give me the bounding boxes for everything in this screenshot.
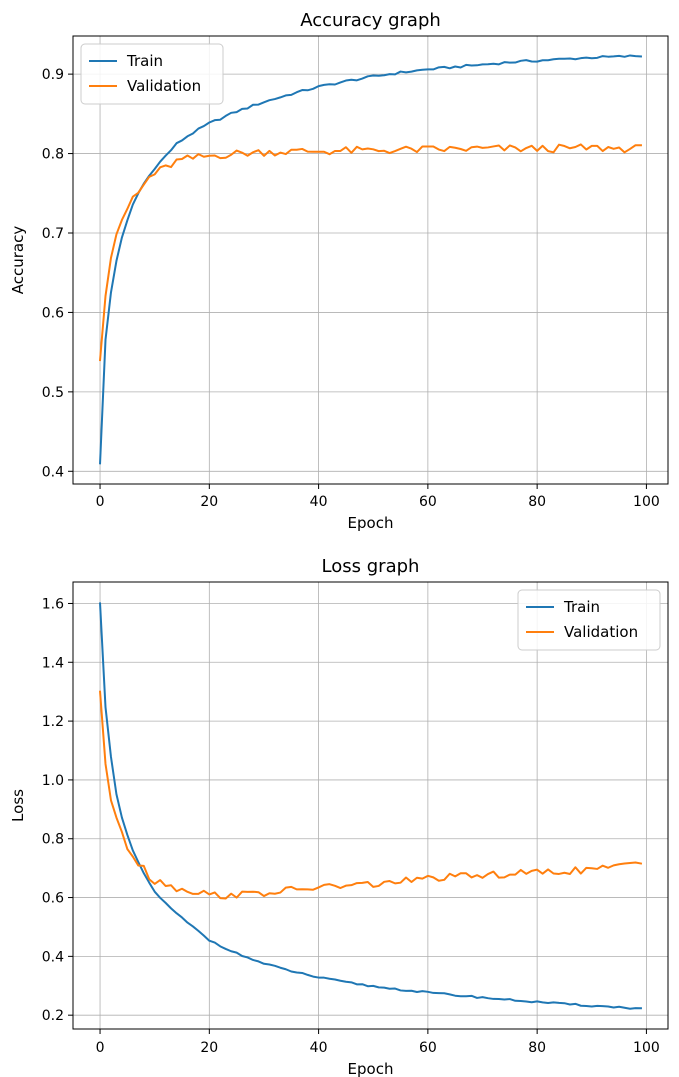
legend-label-train: Train: [563, 598, 600, 616]
x-tick-label: 80: [528, 1040, 546, 1056]
y-axis-label: Loss: [9, 789, 27, 822]
y-tick-label: 0.8: [42, 147, 64, 163]
y-tick-label: 0.7: [42, 226, 64, 242]
x-axis-label: Epoch: [348, 1060, 394, 1077]
series-line-train: [99, 54, 642, 465]
chart-title: Loss graph: [322, 556, 420, 577]
y-tick-label: 0.2: [42, 1008, 64, 1024]
plot-frame: [72, 35, 669, 485]
x-tick-label: 0: [96, 1040, 105, 1056]
grid-lines: [73, 582, 668, 1029]
y-tick-label: 1.6: [42, 596, 64, 612]
x-tick-label: 60: [419, 494, 437, 510]
y-tick-label: 0.9: [42, 67, 64, 83]
y-tick-label: 0.4: [42, 949, 64, 965]
x-tick-label: 40: [310, 494, 328, 510]
y-tick-label: 0.5: [42, 385, 64, 401]
accuracy-graph-panel: 0 20 40 60 80 100 0.4 0.5 0.6 0.7 0.8 0.9 Accuracy g…: [9, 10, 669, 532]
y-axis-label: Accuracy: [9, 226, 27, 295]
y-tick-label: 1.2: [42, 714, 64, 730]
legend-label-validation: Validation: [564, 623, 638, 641]
loss-graph-panel: 0 20 40 60 80 100 0.2 0.4 0.6 0.8 1.0 1.2 1.4 1.6 Loss…: [9, 556, 669, 1077]
series-line-validation: [98, 690, 643, 900]
legend-label-validation: Validation: [127, 77, 201, 95]
legend-box: [80, 43, 224, 105]
y-tick-label: 1.0: [42, 773, 64, 789]
y-tick-label: 0.8: [42, 832, 64, 848]
series-line-train: [98, 602, 642, 1010]
legend-label-train: Train: [126, 52, 163, 70]
y-tick-label: 0.6: [42, 891, 64, 907]
x-tick-label: 100: [633, 1040, 660, 1056]
x-tick-label: 100: [633, 494, 660, 510]
x-tick-label: 40: [310, 1040, 328, 1056]
chart-title: Accuracy graph: [300, 10, 441, 31]
x-tick-label: 20: [200, 1040, 218, 1056]
x-tick-label: 0: [96, 494, 105, 510]
legend: Train Validation: [80, 43, 224, 105]
legend: Train Validation: [517, 589, 661, 651]
y-tick-label: 1.4: [42, 655, 64, 671]
x-tick-label: 20: [200, 494, 218, 510]
x-tick-label: 80: [528, 494, 546, 510]
plot-frame: [72, 581, 669, 1030]
series-line-validation: [98, 143, 642, 362]
y-tick-label: 0.4: [42, 464, 64, 480]
legend-box: [517, 589, 661, 651]
x-axis-label: Epoch: [348, 514, 394, 532]
y-tick-label: 0.6: [42, 305, 64, 321]
x-tick-label: 60: [419, 1040, 437, 1056]
